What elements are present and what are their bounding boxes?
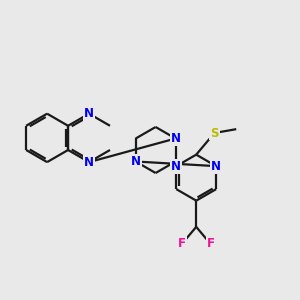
Text: N: N <box>84 107 94 120</box>
Text: F: F <box>178 237 186 250</box>
Text: N: N <box>84 156 94 169</box>
Text: N: N <box>171 160 181 172</box>
Text: N: N <box>170 132 181 145</box>
Text: S: S <box>210 127 219 140</box>
Text: F: F <box>206 237 214 250</box>
Text: N: N <box>211 160 221 172</box>
Text: N: N <box>131 155 141 168</box>
